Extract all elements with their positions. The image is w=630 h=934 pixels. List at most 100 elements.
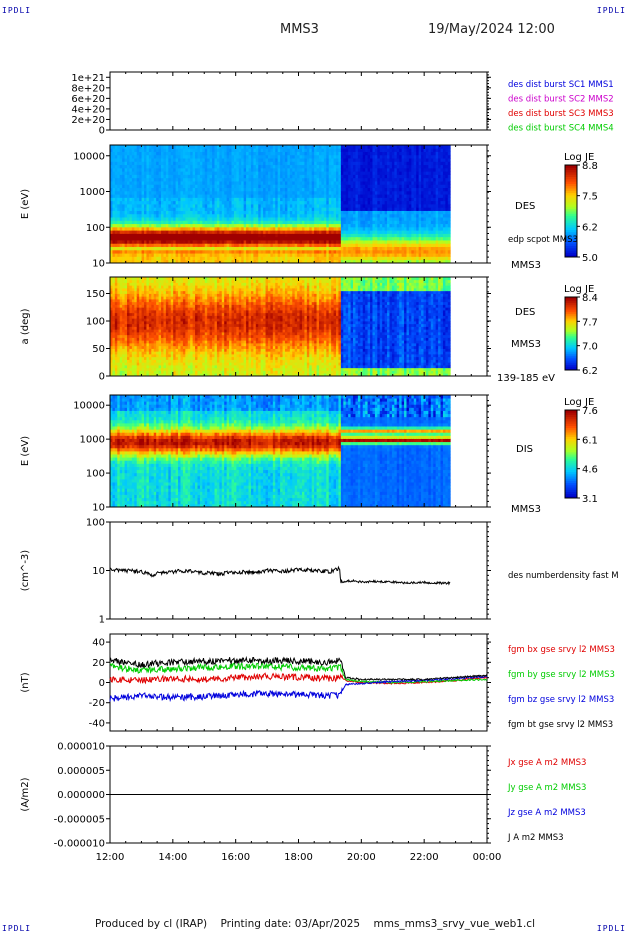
panel2-heatmap-cell	[333, 256, 337, 261]
panel2-heatmap-cell	[265, 174, 269, 179]
panel2-heatmap-cell	[255, 161, 259, 166]
panel2-heatmap-cell	[185, 210, 189, 215]
panel2-heatmap-cell	[265, 154, 269, 159]
panel2-heatmap-cell	[163, 145, 167, 149]
panel2-heatmap-cell	[131, 217, 135, 221]
panel2-heatmap-cell	[355, 204, 359, 208]
panel2-heatmap-cell	[387, 259, 390, 264]
panel2-heatmap-cell	[396, 164, 400, 169]
panel2-heatmap-cell	[127, 233, 130, 238]
panel2-heatmap-cell	[158, 223, 162, 228]
panel2-heatmap-cell	[384, 236, 388, 241]
panel2-heatmap-cell	[146, 184, 150, 189]
panel2-heatmap-cell	[231, 226, 235, 231]
panel2-heatmap-cell	[136, 230, 140, 234]
panel2-heatmap-cell	[122, 204, 125, 208]
panel2-heatmap-cell	[156, 223, 160, 228]
panel2-heatmap-cell	[136, 161, 140, 166]
panel2-heatmap-cell	[377, 233, 381, 238]
panel2-heatmap-cell	[306, 145, 310, 149]
panel2-heatmap-cell	[260, 184, 264, 189]
panel2-heatmap-cell	[425, 226, 429, 231]
panel2-heatmap-cell	[260, 197, 264, 202]
panel2-heatmap-cell	[173, 151, 177, 156]
panel2-heatmap-cell	[343, 236, 347, 241]
panel2-heatmap-cell	[253, 158, 257, 162]
panel2-heatmap-cell	[255, 246, 259, 251]
panel2-heatmap-cell	[233, 200, 237, 205]
panel2-heatmap-cell	[112, 181, 116, 185]
panel2-heatmap-cell	[236, 220, 240, 225]
panel2-heatmap-cell	[338, 181, 342, 185]
panel2-heatmap-cell	[435, 197, 439, 202]
panel2-heatmap-cell	[401, 210, 405, 215]
panel2-heatmap-cell	[323, 243, 327, 248]
panel2-heatmap-cell	[306, 158, 310, 162]
panel2-heatmap-cell	[250, 154, 254, 159]
panel2-heatmap-cell	[127, 194, 130, 198]
panel2-heatmap-cell	[391, 204, 395, 208]
panel2-heatmap-cell	[284, 158, 288, 162]
panel2-heatmap-cell	[311, 230, 315, 234]
panel2-heatmap-cell	[124, 171, 128, 175]
panel2-heatmap-cell	[425, 246, 429, 251]
panel2-heatmap-cell	[365, 207, 369, 211]
panel2-heatmap-cell	[326, 213, 330, 218]
panel2-heatmap-cell	[277, 161, 281, 166]
panel2-heatmap-cell	[117, 200, 121, 205]
panel2-heatmap-cell	[219, 181, 223, 185]
panel2-heatmap-cell	[270, 187, 274, 192]
panel2-heatmap-cell	[428, 230, 432, 234]
panel2-heatmap-cell	[216, 243, 220, 248]
panel2-heatmap-cell	[389, 256, 393, 261]
panel2-heatmap-cell	[425, 190, 429, 195]
panel2-heatmap-cell	[362, 256, 366, 261]
panel2-heatmap-cell	[421, 177, 424, 182]
panel2-heatmap-cell	[163, 213, 167, 218]
panel2-heatmap-cell	[197, 259, 201, 264]
panel2-heatmap-cell	[129, 210, 133, 215]
panel2-heatmap-cell	[423, 181, 427, 185]
panel2-heatmap-cell	[173, 190, 177, 195]
panel2-heatmap-cell	[175, 194, 179, 198]
panel2-heatmap-cell	[110, 253, 113, 257]
panel2-heatmap-cell	[350, 217, 354, 221]
panel2-heatmap-cell	[299, 145, 303, 149]
panel2-heatmap-cell	[127, 243, 130, 248]
panel2-heatmap-cell	[404, 223, 407, 228]
panel2-heatmap-cell	[345, 164, 349, 169]
panel2-heatmap-cell	[362, 167, 366, 172]
panel2-heatmap-cell	[233, 236, 237, 241]
panel2-heatmap-cell	[404, 154, 407, 159]
panel2-heatmap-cell	[260, 148, 264, 152]
panel2-heatmap-cell	[306, 194, 310, 198]
panel2-heatmap-cell	[331, 200, 334, 205]
panel2-heatmap-cell	[187, 236, 191, 241]
panel2-heatmap-cell	[360, 154, 364, 159]
panel2-heatmap-cell	[204, 174, 208, 179]
panel2-heatmap-cell	[246, 236, 249, 241]
panel2-heatmap-cell	[360, 171, 364, 175]
panel2-heatmap-cell	[131, 246, 135, 251]
panel2-heatmap-cell	[399, 190, 403, 195]
panel2-heatmap-cell	[233, 161, 237, 166]
panel2-heatmap-cell	[173, 233, 177, 238]
panel2-heatmap-cell	[438, 207, 441, 211]
panel2-heatmap-cell	[265, 158, 269, 162]
panel2-heatmap-cell	[314, 164, 317, 169]
panel2-heatmap-cell	[182, 240, 186, 244]
panel2-heatmap-cell	[270, 230, 274, 234]
panel2-heatmap-cell	[326, 243, 330, 248]
panel2-heatmap-cell	[148, 145, 152, 149]
panel2-heatmap-cell	[430, 184, 434, 189]
panel2-heatmap-cell	[178, 190, 181, 195]
panel2-heatmap-cell	[233, 226, 237, 231]
panel2-heatmap-cell	[314, 233, 317, 238]
panel2-heatmap-cell	[365, 240, 369, 244]
panel2-heatmap-cell	[333, 246, 337, 251]
panel2-heatmap-cell	[362, 240, 366, 244]
panel2-heatmap-cell	[421, 259, 424, 264]
panel2-heatmap-cell	[212, 207, 215, 211]
panel2-heatmap-cell	[112, 217, 116, 221]
panel2-heatmap-cell	[314, 187, 317, 192]
